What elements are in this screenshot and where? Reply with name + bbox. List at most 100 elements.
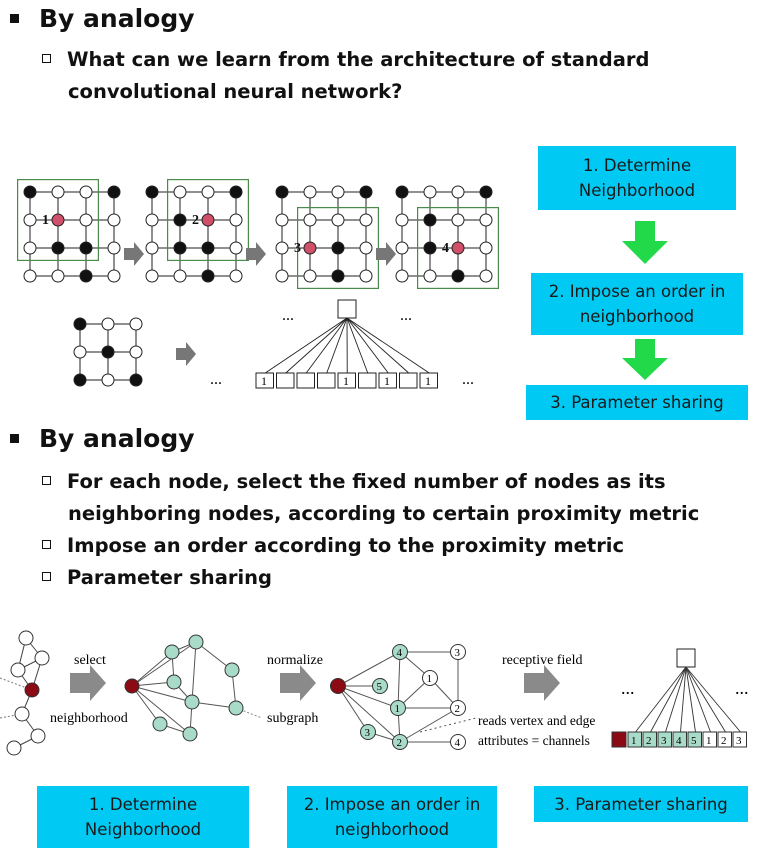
reads-vertex-label: reads vertex and edge <box>478 713 595 728</box>
bullet-square-icon <box>10 14 19 23</box>
grid-node <box>275 241 289 255</box>
vector-cell <box>702 731 717 748</box>
vector-cell-label: 1 <box>631 735 637 747</box>
grid-node <box>359 185 373 199</box>
graph-node <box>18 630 34 646</box>
section1-heading: By analogy <box>10 4 195 33</box>
ordered-node <box>450 644 466 660</box>
weight-edge <box>685 666 726 733</box>
vector-cell-label: 4 <box>676 735 682 747</box>
grid-node <box>451 269 465 283</box>
vector-cell <box>627 731 642 748</box>
weight-edge <box>665 666 687 733</box>
graph-edge <box>337 651 401 687</box>
ordered-node <box>450 734 466 750</box>
grid-node <box>51 269 65 283</box>
grid-node <box>145 241 159 255</box>
grid-node <box>479 185 493 199</box>
grid-node <box>173 241 187 255</box>
grid-node <box>101 373 115 387</box>
grid-node <box>359 241 373 255</box>
graph-edge <box>131 685 161 725</box>
grid-node <box>423 185 437 199</box>
vector-cell <box>717 731 732 748</box>
vector-cell-label: 1 <box>261 374 267 388</box>
grid-node <box>423 213 437 227</box>
root-node <box>124 678 140 694</box>
center-node <box>51 213 65 227</box>
receptive-window <box>17 179 100 262</box>
root-cell <box>611 731 627 748</box>
section2-bullet-2: Impose an order according to the proximi… <box>42 530 624 562</box>
bullet-box-icon <box>42 476 51 485</box>
grid-node <box>23 241 37 255</box>
grid-node <box>173 269 187 283</box>
grid-node <box>331 185 345 199</box>
ordered-node <box>392 734 408 750</box>
grid-node <box>423 241 437 255</box>
neighbor-node <box>164 644 180 660</box>
weight-edge <box>685 666 711 733</box>
graph-edge <box>397 651 401 709</box>
center-node <box>201 213 215 227</box>
graph-edge <box>337 685 369 733</box>
select-label: select <box>74 653 106 668</box>
vector-cell-label: 2 <box>646 735 652 747</box>
section2-heading: By analogy <box>10 424 195 453</box>
ordered-node <box>390 700 406 716</box>
attributes-channels-label: attributes = channels <box>478 733 590 748</box>
graph-edge <box>131 641 197 687</box>
ellipsis-right: ... <box>735 678 749 698</box>
grid-node <box>395 241 409 255</box>
grid-node <box>395 185 409 199</box>
input-graph <box>0 630 50 756</box>
ordered-node-label: 1 <box>427 673 433 685</box>
weight-edge <box>650 666 687 733</box>
section2-bullet-3: Parameter sharing <box>42 562 272 594</box>
graph-node <box>10 662 26 678</box>
cnn-grid-2: 2 <box>145 179 266 283</box>
weight-edge <box>264 317 348 374</box>
ordered-node <box>422 670 438 686</box>
receptive-field-label: receptive field <box>502 653 582 668</box>
window-label: 4 <box>442 241 449 256</box>
graph-node <box>34 650 50 666</box>
grid-node <box>51 185 65 199</box>
grid-node <box>145 213 159 227</box>
vector-cell <box>399 372 418 389</box>
weight-edge <box>346 317 410 374</box>
center-node <box>451 241 465 255</box>
grid-node <box>79 185 93 199</box>
grid-node <box>23 185 37 199</box>
window-label: 3 <box>294 241 301 256</box>
neighborhood-graph <box>124 634 263 742</box>
weight-edge <box>346 317 369 374</box>
vector-cell <box>296 372 315 389</box>
grid-node <box>73 345 87 359</box>
vector-cell <box>337 372 356 389</box>
grid-node <box>479 269 493 283</box>
grid-node <box>275 185 289 199</box>
grid-node <box>101 317 115 331</box>
root-node <box>24 682 40 698</box>
grid-node <box>423 269 437 283</box>
cnn-grid-1: 1 <box>17 179 144 283</box>
receptive-window <box>417 206 500 290</box>
bullet-box-icon <box>42 540 51 549</box>
cnn-grid-4: 4 <box>395 185 500 290</box>
neighbor-node <box>228 700 244 716</box>
vector-cell-label: 1 <box>384 374 390 388</box>
weight-edge <box>326 317 348 374</box>
grid-node <box>359 269 373 283</box>
ordered-node-label: 1 <box>395 703 401 715</box>
graph-edge <box>131 685 191 735</box>
vector-cell-label: 1 <box>706 735 712 747</box>
section1-bullet: What can we learn from the architecture … <box>42 44 649 108</box>
vector-cell-label: 1 <box>343 374 349 388</box>
grid-node <box>73 317 87 331</box>
vector-cell <box>317 372 336 389</box>
gray-arrow-icon <box>280 665 316 701</box>
weight-edge <box>680 666 687 733</box>
weight-edge <box>685 666 741 733</box>
grid-node <box>107 213 121 227</box>
